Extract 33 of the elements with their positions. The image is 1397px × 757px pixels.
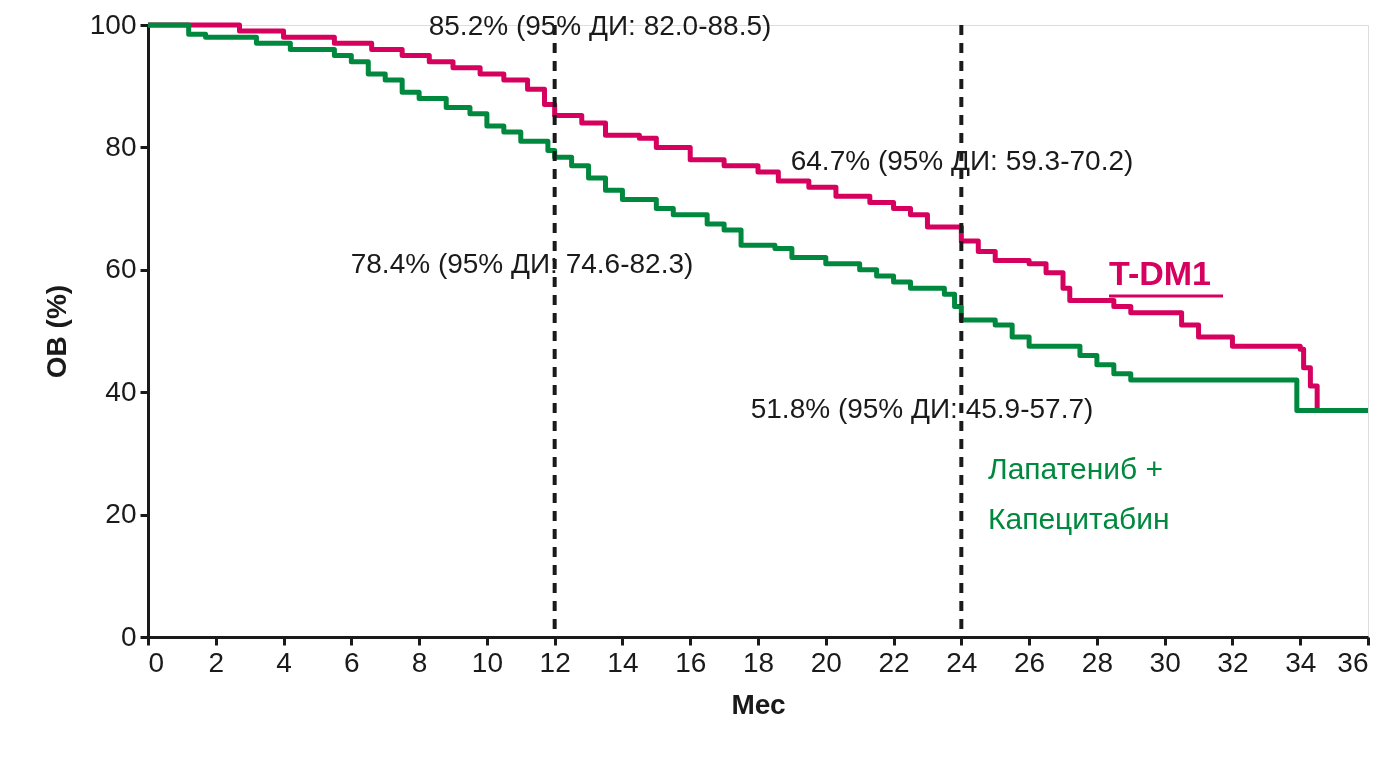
x-tick-label: 24 (946, 646, 978, 678)
annotation: 51.8% (95% ДИ: 45.9-57.7) (750, 393, 1094, 424)
x-tick-label: 30 (1149, 646, 1181, 678)
x-tick-label: 32 (1217, 646, 1249, 678)
x-tick-label: 20 (810, 646, 842, 678)
x-tick-label: 0 (148, 646, 165, 678)
x-tick-label: 18 (742, 646, 775, 678)
x-tick-label: 6 (344, 646, 360, 678)
y-tick-label: 20 (105, 498, 137, 530)
y-tick-label: 80 (105, 130, 137, 162)
x-tick-label: 14 (607, 646, 639, 678)
y-tick-label: 60 (105, 253, 137, 285)
annotation: 78.4% (95% ДИ: 74.6-82.3) (350, 248, 694, 279)
x-tick-label: 4 (276, 646, 292, 678)
x-tick-label: 8 (411, 646, 428, 678)
x-tick-label: 36 (1337, 646, 1369, 678)
x-tick-label: 28 (1081, 646, 1113, 678)
annotation: 85.2% (95% ДИ: 82.0-88.5) (428, 10, 772, 41)
series-label: T-DM1 (1109, 254, 1211, 292)
y-axis-title: ОВ (%) (40, 284, 72, 379)
x-tick-label: 16 (675, 646, 707, 678)
x-tick-label: 2 (208, 646, 225, 678)
y-tick-label: 0 (120, 620, 137, 652)
x-tick-label: 10 (471, 646, 503, 678)
y-tick-label: 40 (105, 375, 137, 407)
x-axis-title: Мес (731, 688, 786, 720)
annotation: 64.7% (95% ДИ: 59.3-70.2) (790, 145, 1134, 176)
y-tick-label: 100 (89, 8, 137, 40)
x-tick-label: 12 (539, 646, 571, 678)
x-tick-label: 34 (1285, 646, 1317, 678)
x-tick-label: 26 (1014, 646, 1046, 678)
text: Лапатениб + Капецитабин (988, 452, 1170, 535)
x-tick-label: 22 (878, 646, 910, 678)
